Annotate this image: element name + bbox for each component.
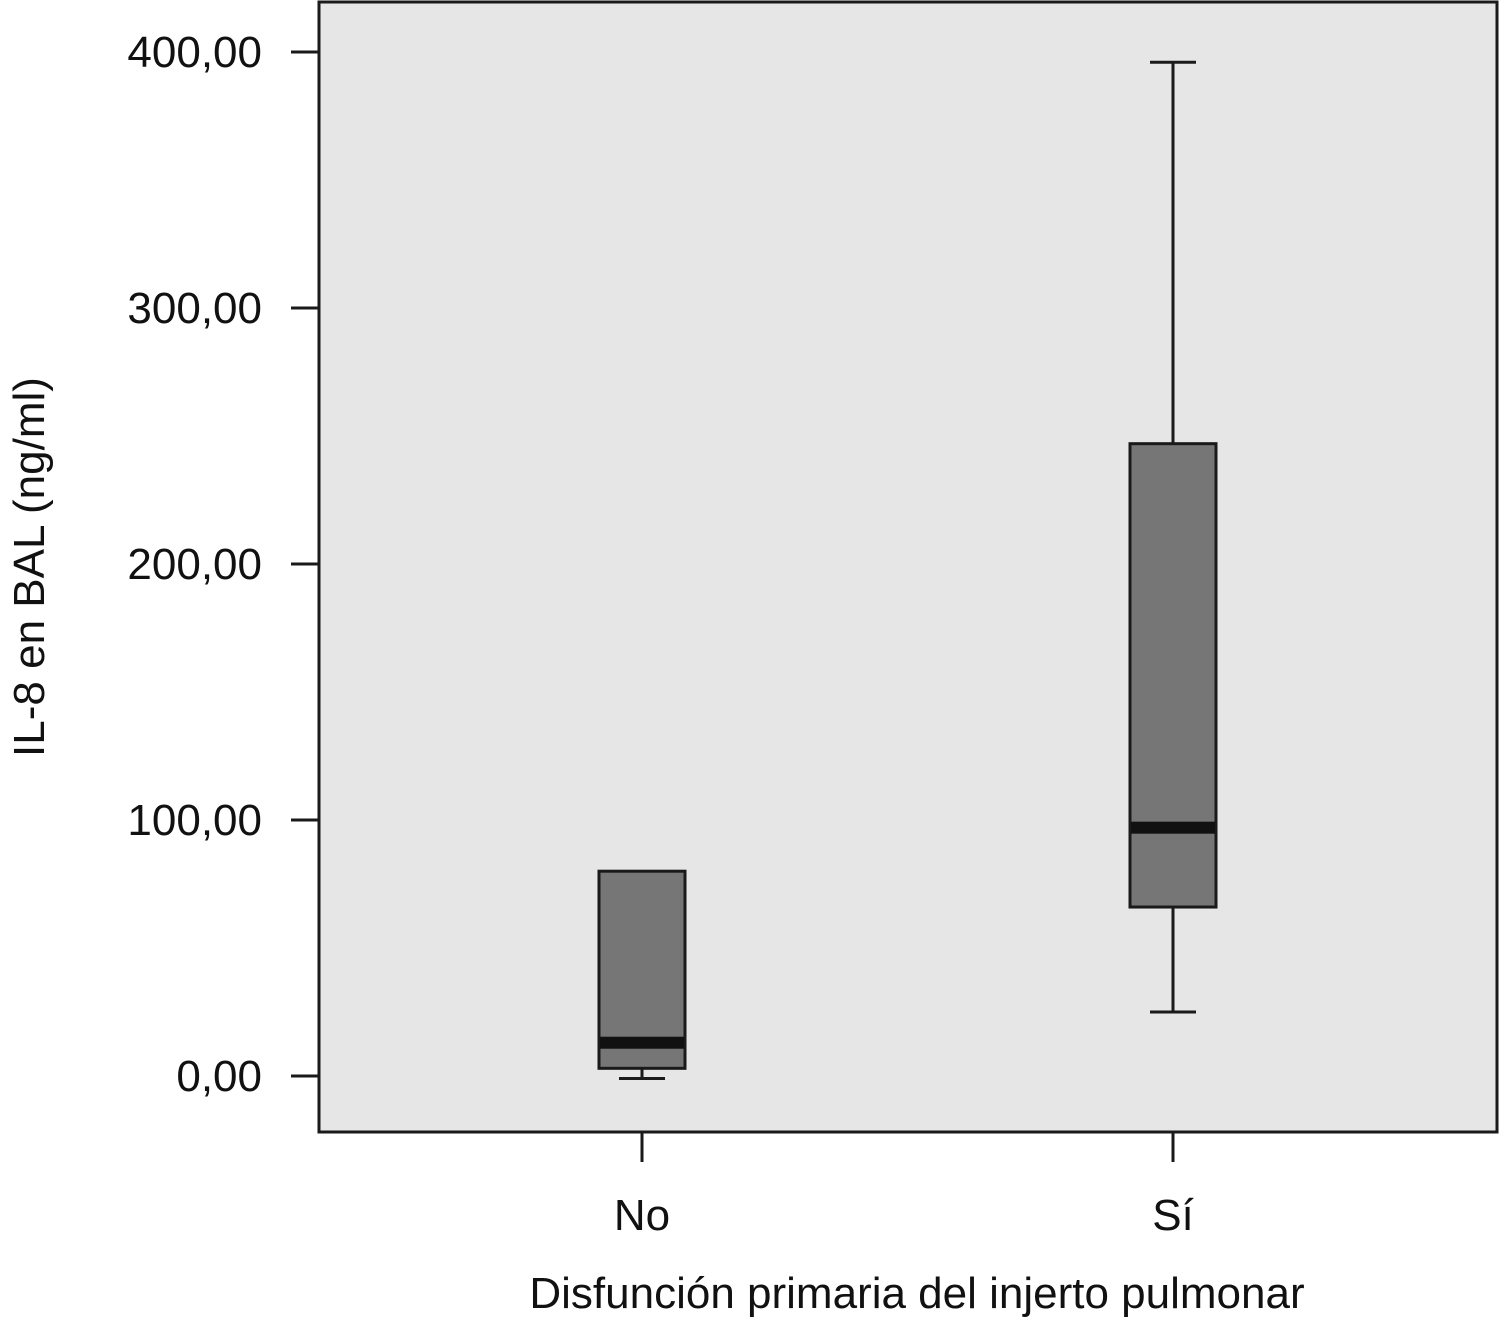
median-line [600,1036,684,1049]
x-category-label: Sí [1152,1191,1194,1240]
y-tick-label: 400,00 [127,28,262,77]
iqr-box [597,869,687,1070]
boxes [597,60,1218,1081]
y-axis-title: IL-8 en BAL (ng/ml) [5,377,54,757]
y-tick-label: 200,00 [127,540,262,589]
y-axis: 0,00 100,00 200,00 300,00 400,00 [127,28,319,1101]
plot-area [317,0,1499,1134]
median-line [1131,821,1215,834]
box-no [597,869,687,1081]
y-tick-label: 300,00 [127,284,262,333]
box-si [1128,60,1218,1014]
y-tick-label: 100,00 [127,796,262,845]
iqr-box [1128,442,1218,909]
y-tick-label: 0,00 [176,1052,262,1101]
x-category-label: No [614,1191,670,1240]
x-axis: No Sí [614,1132,1195,1240]
x-axis-title: Disfunción primaria del injerto pulmonar [529,1269,1304,1318]
